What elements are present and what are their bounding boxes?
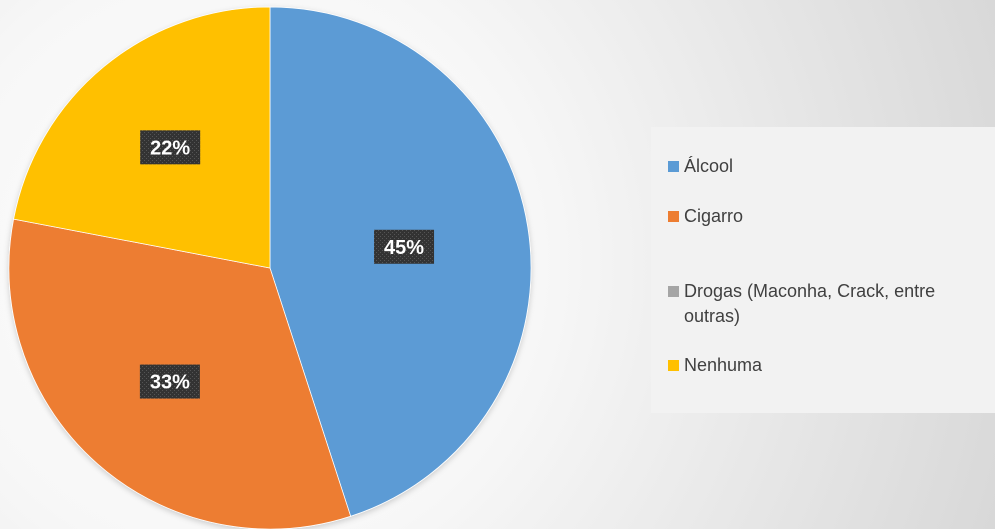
data-label-background	[139, 364, 200, 399]
data-label-value: 22%	[150, 137, 190, 159]
legend-swatch-cigarro	[668, 211, 679, 222]
legend-label: Cigarro	[684, 206, 744, 226]
data-label-background	[374, 229, 435, 264]
pie-slices	[8, 6, 532, 529]
data-labels: 45% 33% 22%	[139, 130, 435, 399]
legend-label: Nenhuma	[684, 355, 763, 375]
legend-swatch-drogas	[668, 286, 679, 297]
data-label-nenhuma: 22%	[140, 130, 201, 165]
legend-item-drogas: Drogas (Maconha, Crack, entre outras)	[668, 279, 988, 329]
data-label-background	[140, 130, 201, 165]
legend-label: Drogas (Maconha, Crack, entre outras)	[684, 281, 936, 326]
legend-item-nenhuma: Nenhuma	[668, 353, 988, 378]
data-label-alcool: 45%	[374, 229, 435, 264]
legend-swatch-alcool	[668, 161, 679, 172]
data-label-value: 33%	[150, 372, 190, 394]
legend-item-cigarro: Cigarro	[668, 204, 988, 229]
data-label-cigarro: 33%	[139, 364, 200, 399]
chart-legend: Álcool Cigarro Drogas (Maconha, Crack, e…	[651, 127, 995, 413]
data-label-value: 45%	[384, 237, 424, 259]
legend-label: Álcool	[684, 156, 734, 176]
legend-swatch-nenhuma	[668, 360, 679, 371]
legend-item-alcool: Álcool	[668, 154, 988, 179]
